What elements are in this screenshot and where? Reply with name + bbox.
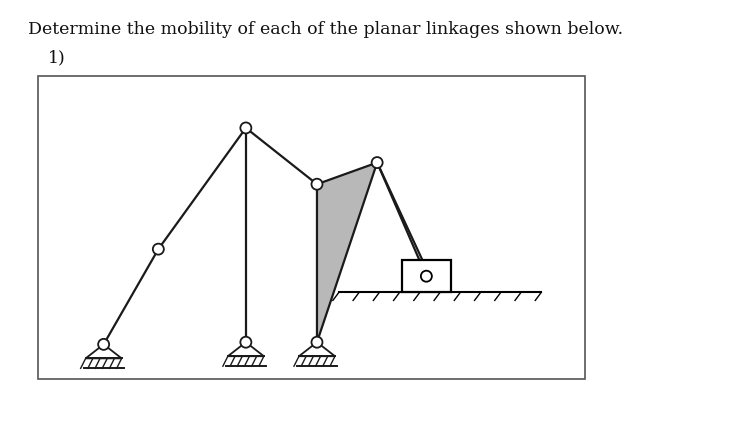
Polygon shape bbox=[317, 163, 377, 342]
Text: 1): 1) bbox=[48, 49, 66, 66]
Bar bbox=[38, 76, 585, 379]
Polygon shape bbox=[86, 344, 122, 358]
Circle shape bbox=[153, 244, 164, 255]
Circle shape bbox=[98, 339, 109, 350]
Polygon shape bbox=[228, 342, 264, 356]
Circle shape bbox=[421, 271, 432, 282]
Circle shape bbox=[241, 337, 251, 348]
Circle shape bbox=[311, 337, 323, 348]
Circle shape bbox=[241, 123, 251, 133]
Polygon shape bbox=[299, 342, 335, 356]
Bar bbox=[402, 260, 451, 293]
Circle shape bbox=[372, 157, 382, 168]
Circle shape bbox=[311, 179, 323, 190]
Text: Determine the mobility of each of the planar linkages shown below.: Determine the mobility of each of the pl… bbox=[28, 21, 623, 38]
